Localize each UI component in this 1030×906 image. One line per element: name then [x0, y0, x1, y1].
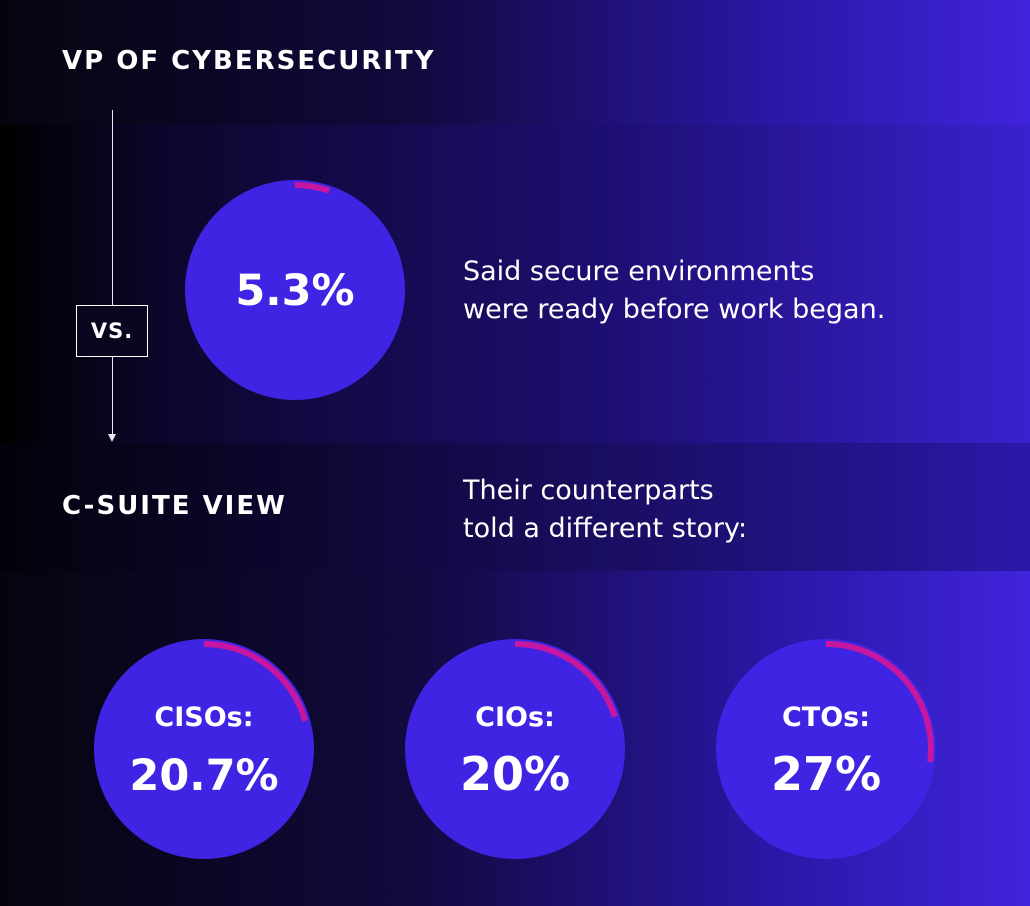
donut-arc-vp — [294, 182, 331, 194]
donut-circle-ctos — [716, 639, 936, 859]
donut-arc-cisos — [203, 641, 309, 722]
donut-chart-cisos: CISOs: 20.7% — [94, 639, 314, 859]
csuite-caption-line-2: told a different story: — [463, 513, 748, 544]
donut-circle-vp — [185, 180, 405, 400]
donut-value-vp: 5.3% — [235, 266, 354, 316]
csuite-caption: Their counterparts told a different stor… — [463, 472, 1003, 548]
donut-arc-cios — [514, 641, 618, 718]
arrow-down-icon — [108, 434, 116, 442]
vs-label: VS. — [76, 305, 148, 357]
csuite-caption-line-1: Their counterparts — [463, 475, 714, 506]
donut-chart-vp: 5.3% — [185, 180, 405, 400]
vp-caption-line-2: were ready before work began. — [463, 294, 886, 325]
donut-value-cios: 20% — [460, 747, 570, 801]
timeline-line — [112, 110, 113, 436]
donut-chart-cios: CIOs: 20% — [405, 639, 625, 859]
vp-heading: VP OF CYBERSECURITY — [62, 46, 436, 76]
donut-arc-ctos — [825, 641, 934, 763]
donut-value-cisos: 20.7% — [129, 751, 278, 801]
csuite-heading: C-SUITE VIEW — [62, 491, 287, 521]
vp-caption: Said secure environments were ready befo… — [463, 253, 1003, 329]
donut-label-cisos: CISOs: — [154, 702, 253, 733]
donut-label-ctos: CTOs: — [782, 702, 870, 733]
donut-label-cios: CIOs: — [475, 702, 555, 733]
donut-value-ctos: 27% — [771, 747, 881, 801]
donut-circle-cios — [405, 639, 625, 859]
vp-section-band — [0, 125, 1030, 443]
donut-chart-ctos: CTOs: 27% — [716, 639, 936, 859]
donut-circle-cisos — [94, 639, 314, 859]
vp-caption-line-1: Said secure environments — [463, 256, 815, 287]
csuite-section-band — [0, 443, 1030, 571]
